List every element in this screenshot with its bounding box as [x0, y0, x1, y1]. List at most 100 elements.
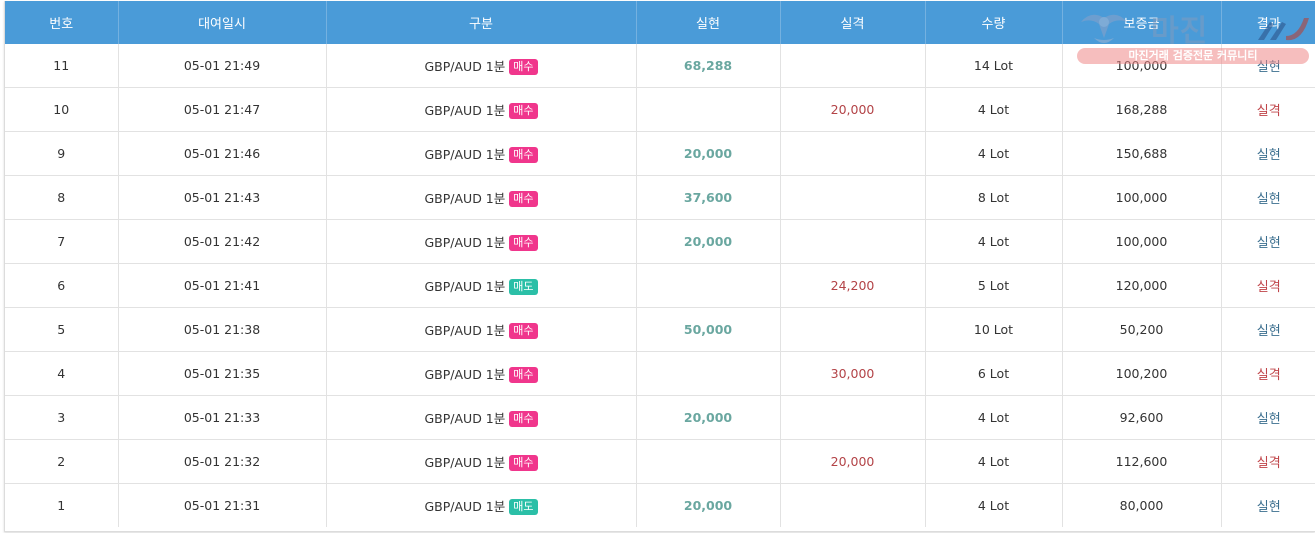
cell-quantity: 8 Lot [925, 175, 1063, 220]
cell-datetime: 05-01 21:46 [118, 131, 327, 176]
cell-number: 7 [5, 219, 119, 264]
cell-loss [780, 219, 926, 264]
cell-datetime: 05-01 21:47 [118, 87, 327, 132]
cell-number: 11 [5, 44, 119, 88]
cell-loss: 24,200 [780, 263, 926, 308]
pair-label: GBP/AUD 1분 [424, 147, 506, 162]
cell-category: GBP/AUD 1분 매수 [326, 351, 637, 396]
cell-number: 8 [5, 175, 119, 220]
cell-quantity: 10 Lot [925, 307, 1063, 352]
cell-category: GBP/AUD 1분 매수 [326, 439, 637, 484]
cell-result: 실격 [1221, 87, 1315, 132]
cell-datetime: 05-01 21:43 [118, 175, 327, 220]
cell-quantity: 14 Lot [925, 44, 1063, 88]
cell-profit [636, 263, 781, 308]
sell-badge: 매도 [509, 499, 538, 515]
table-row[interactable]: 7 05-01 21:42 GBP/AUD 1분 매수 20,000 4 Lot 100,0… [5, 219, 1315, 264]
table-row[interactable]: 10 05-01 21:47 GBP/AUD 1분 매수 20,000 4 Lot 168,… [5, 87, 1315, 132]
cell-deposit: 100,200 [1062, 351, 1222, 396]
cell-loss [780, 395, 926, 440]
cell-deposit: 168,288 [1062, 87, 1222, 132]
col-header-profit: 실현 [636, 1, 781, 44]
table-row[interactable]: 11 05-01 21:49 GBP/AUD 1분 매수 68,288 14 Lot 100… [5, 44, 1315, 88]
cell-category: GBP/AUD 1분 매수 [326, 175, 637, 220]
table-row[interactable]: 8 05-01 21:43 GBP/AUD 1분 매수 37,600 8 Lot 100,0… [5, 175, 1315, 220]
cell-profit: 20,000 [636, 219, 781, 264]
col-header-result: 결과 [1221, 1, 1315, 44]
cell-quantity: 4 Lot [925, 395, 1063, 440]
buy-badge: 매수 [509, 59, 538, 75]
cell-number: 3 [5, 395, 119, 440]
cell-datetime: 05-01 21:31 [118, 483, 327, 527]
cell-deposit: 50,200 [1062, 307, 1222, 352]
cell-result: 실격 [1221, 263, 1315, 308]
pair-label: GBP/AUD 1분 [424, 279, 506, 294]
cell-datetime: 05-01 21:35 [118, 351, 327, 396]
table-row[interactable]: 5 05-01 21:38 GBP/AUD 1분 매수 50,000 10 Lot 50,2… [5, 307, 1315, 352]
cell-result: 실현 [1221, 131, 1315, 176]
cell-profit: 50,000 [636, 307, 781, 352]
cell-category: GBP/AUD 1분 매수 [326, 44, 637, 88]
cell-deposit: 150,688 [1062, 131, 1222, 176]
cell-datetime: 05-01 21:38 [118, 307, 327, 352]
cell-profit: 20,000 [636, 131, 781, 176]
cell-datetime: 05-01 21:49 [118, 44, 327, 88]
col-header-category: 구분 [326, 1, 637, 44]
table-header: 번호 대여일시 구분 실현 실격 수량 보증금 결과 [5, 1, 1315, 44]
cell-deposit: 112,600 [1062, 439, 1222, 484]
cell-loss [780, 175, 926, 220]
buy-badge: 매수 [509, 323, 538, 339]
col-header-deposit: 보증금 [1062, 1, 1222, 44]
col-header-datetime: 대여일시 [118, 1, 327, 44]
cell-result: 실현 [1221, 44, 1315, 88]
buy-badge: 매수 [509, 191, 538, 207]
buy-badge: 매수 [509, 411, 538, 427]
table-row[interactable]: 3 05-01 21:33 GBP/AUD 1분 매수 20,000 4 Lot 92,60… [5, 395, 1315, 440]
trade-history-panel: 번호 대여일시 구분 실현 실격 수량 보증금 결과 11 05-01 21:49 GBP/AUD… [4, 1, 1315, 532]
cell-datetime: 05-01 21:33 [118, 395, 327, 440]
cell-number: 1 [5, 483, 119, 527]
cell-loss [780, 44, 926, 88]
cell-datetime: 05-01 21:32 [118, 439, 327, 484]
cell-profit [636, 351, 781, 396]
cell-result: 실현 [1221, 395, 1315, 440]
table-row[interactable]: 2 05-01 21:32 GBP/AUD 1분 매수 20,000 4 Lot 112,6… [5, 439, 1315, 484]
cell-profit: 68,288 [636, 44, 781, 88]
col-header-loss: 실격 [780, 1, 926, 44]
cell-result: 실현 [1256, 500, 1281, 515]
buy-badge: 매수 [509, 235, 538, 251]
pair-label: GBP/AUD 1분 [424, 235, 506, 250]
cell-category: GBP/AUD 1분 매도 [326, 263, 637, 308]
cell-deposit: 80,000 [1062, 483, 1222, 527]
table-row[interactable]: 6 05-01 21:41 GBP/AUD 1분 매도 24,200 5 Lot 120,0… [5, 263, 1315, 308]
pair-label: GBP/AUD 1분 [424, 59, 506, 74]
table-row[interactable]: 9 05-01 21:46 GBP/AUD 1분 매수 20,000 4 Lot 150,6… [5, 131, 1315, 176]
buy-badge: 매수 [509, 367, 538, 383]
cell-profit: 37,600 [636, 175, 781, 220]
cell-quantity: 4 Lot [925, 483, 1063, 527]
cell-result: 실현 [1221, 219, 1315, 264]
cell-quantity: 5 Lot [925, 263, 1063, 308]
cell-category: GBP/AUD 1분 매수 [326, 307, 637, 352]
cell-number: 2 [5, 439, 119, 484]
cell-datetime: 05-01 21:41 [118, 263, 327, 308]
table-row[interactable]: 4 05-01 21:35 GBP/AUD 1분 매수 30,000 6 Lot 100,2… [5, 351, 1315, 396]
pair-label: GBP/AUD 1분 [424, 103, 506, 118]
cell-result: 실현 [1221, 307, 1315, 352]
cell-deposit: 92,600 [1062, 395, 1222, 440]
pair-label: GBP/AUD 1분 [424, 411, 506, 426]
cell-category: GBP/AUD 1분 매도 [326, 483, 637, 527]
table-row[interactable]: 1 05-01 21:31 GBP/AUD 1분 매도 20,000 4 Lot 80,00… [5, 483, 1315, 527]
cell-number: 10 [5, 87, 119, 132]
cell-loss: 20,000 [780, 87, 926, 132]
cell-quantity: 4 Lot [925, 439, 1063, 484]
cell-category: GBP/AUD 1분 매수 [326, 87, 637, 132]
cell-category: GBP/AUD 1분 매수 [326, 219, 637, 264]
cell-datetime: 05-01 21:42 [118, 219, 327, 264]
cell-loss: 30,000 [780, 351, 926, 396]
cell-quantity: 6 Lot [925, 351, 1063, 396]
sell-badge: 매도 [509, 279, 538, 295]
pair-label: GBP/AUD 1분 [424, 499, 506, 514]
cell-deposit: 100,000 [1062, 175, 1222, 220]
cell-deposit: 100,000 [1062, 44, 1222, 88]
